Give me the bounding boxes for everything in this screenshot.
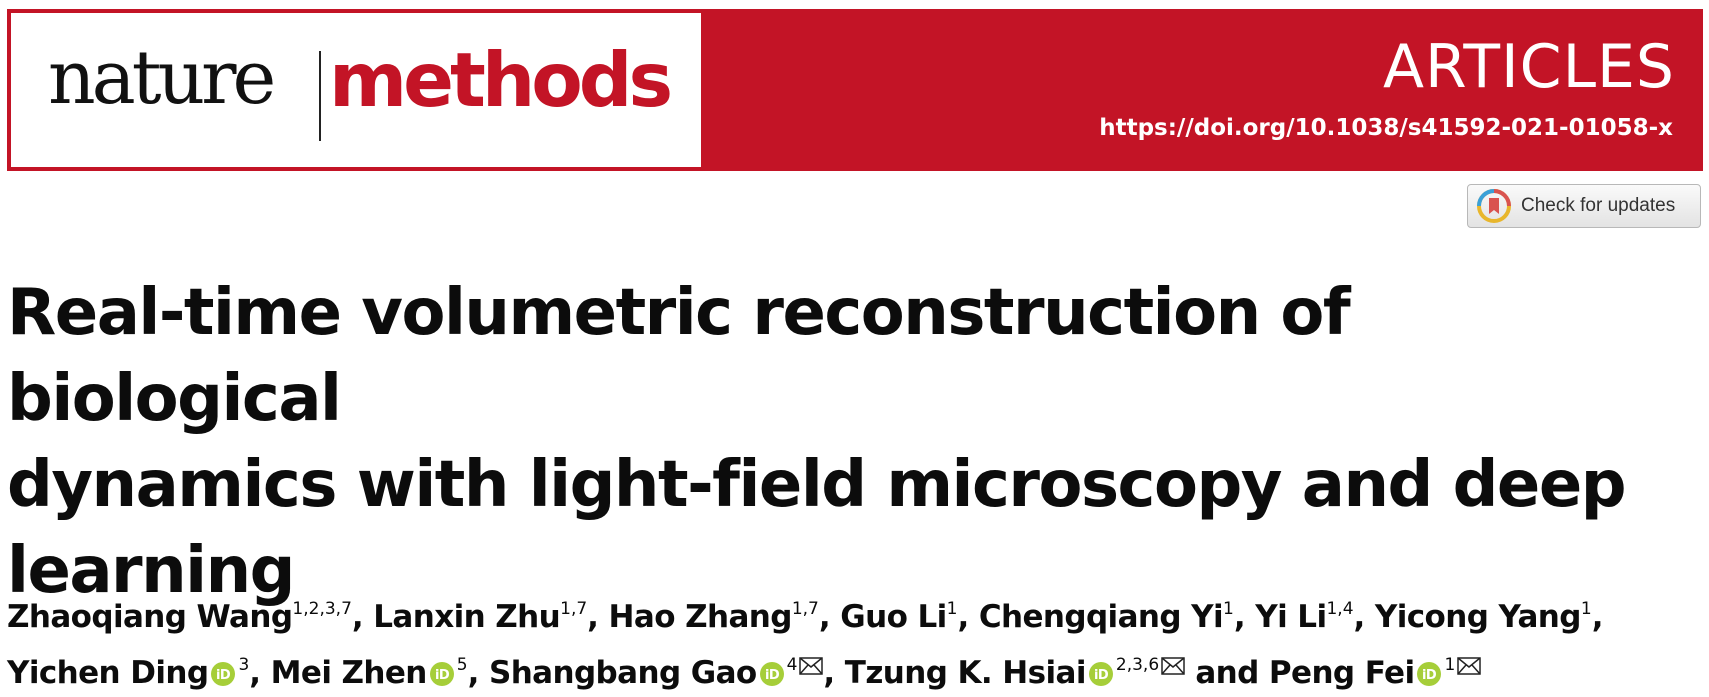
author-separator: , <box>818 599 841 635</box>
affiliation-marker: 1 <box>1223 599 1234 619</box>
check-for-updates-button[interactable]: Check for updates <box>1467 184 1701 228</box>
author: Guo Li1, <box>840 599 979 635</box>
journal-header-banner: nature methods ARTICLES https://doi.org/… <box>7 9 1703 171</box>
doi-link[interactable]: https://doi.org/10.1038/s41592-021-01058… <box>1099 115 1673 141</box>
author-separator: , <box>467 655 489 691</box>
author-separator: and <box>1185 655 1269 691</box>
author: Yi Li1,4, <box>1255 599 1375 635</box>
author-separator: , <box>957 599 979 635</box>
author-name[interactable]: Lanxin Zhu <box>373 599 561 635</box>
orcid-icon[interactable]: iD <box>210 661 236 687</box>
affiliation-marker: 1,4 <box>1326 599 1354 619</box>
author-name[interactable]: Guo Li <box>840 599 947 635</box>
logo-methods-text: methods <box>329 36 673 124</box>
check-for-updates-label: Check for updates <box>1521 195 1676 216</box>
author-name[interactable]: Tzung K. Hsiai <box>844 655 1087 691</box>
author-separator: , <box>351 599 374 635</box>
author-name[interactable]: Peng Fei <box>1268 655 1415 691</box>
journal-logo[interactable]: nature methods <box>11 13 701 167</box>
logo-divider <box>319 51 321 141</box>
author: Hao Zhang1,7, <box>609 599 841 635</box>
author-separator: , <box>1591 599 1604 635</box>
svg-text:iD: iD <box>1094 668 1109 683</box>
affiliation-marker: 1,2,3,7 <box>292 599 352 619</box>
author-name[interactable]: Shangbang Gao <box>488 655 757 691</box>
author: Chengqiang Yi1, <box>979 599 1255 635</box>
affiliation-marker: 1,7 <box>791 599 819 619</box>
title-line: dynamics with light-field microscopy and… <box>7 448 1627 522</box>
svg-text:iD: iD <box>765 668 780 683</box>
author: Lanxin Zhu1,7, <box>373 599 608 635</box>
email-icon[interactable] <box>1457 657 1482 675</box>
affiliation-marker: 5 <box>456 655 468 675</box>
author: Shangbang Gao iD 4, <box>489 655 845 691</box>
title-line: learning <box>7 534 295 608</box>
author-separator: , <box>1353 599 1375 635</box>
orcid-icon[interactable]: iD <box>759 661 785 687</box>
affiliation-marker: 1 <box>1580 599 1592 619</box>
author-name[interactable]: Chengqiang Yi <box>978 599 1224 635</box>
affiliation-marker: 2,3,6 <box>1115 655 1160 675</box>
svg-text:iD: iD <box>1422 668 1437 683</box>
affiliation-marker: 1,7 <box>560 599 588 619</box>
orcid-icon[interactable]: iD <box>1416 661 1442 687</box>
author-name[interactable]: Yicong Yang <box>1374 599 1582 635</box>
svg-text:iD: iD <box>216 668 231 683</box>
author-separator: , <box>1233 599 1256 635</box>
author-list: Zhaoqiang Wang1,2,3,7, Lanxin Zhu1,7, Ha… <box>7 585 1702 697</box>
author-name[interactable]: Hao Zhang <box>608 599 793 635</box>
check-for-updates-icon <box>1477 189 1511 223</box>
author: Tzung K. Hsiai iD 2,3,6 and <box>845 655 1269 691</box>
author-name[interactable]: Zhaoqiang Wang <box>7 599 293 635</box>
logo-nature-text: nature <box>48 35 276 121</box>
author-name[interactable]: Mei Zhen <box>270 655 428 691</box>
orcid-icon[interactable]: iD <box>429 661 455 687</box>
author: Yichen Ding iD 3, <box>7 655 271 691</box>
email-icon[interactable] <box>799 657 824 675</box>
svg-text:iD: iD <box>435 668 450 683</box>
article-title: Real-time volumetric reconstruction of b… <box>7 270 1697 614</box>
author-separator: , <box>587 599 609 635</box>
section-label: ARTICLES <box>1382 32 1675 102</box>
author-separator: , <box>249 655 271 691</box>
orcid-icon[interactable]: iD <box>1088 661 1114 687</box>
author: Mei Zhen iD 5, <box>271 655 489 691</box>
author-separator: , <box>823 655 845 691</box>
author: Zhaoqiang Wang1,2,3,7, <box>7 599 373 635</box>
author: Yicong Yang1, <box>1374 599 1604 635</box>
affiliation-marker: 4 <box>786 655 798 675</box>
author-name[interactable]: Yi Li <box>1255 599 1327 635</box>
title-line: Real-time volumetric reconstruction of b… <box>7 276 1351 436</box>
affiliation-marker: 3 <box>238 655 250 675</box>
author-name[interactable]: Yichen Ding <box>7 655 209 691</box>
affiliation-marker: 1 <box>1444 655 1456 675</box>
affiliation-marker: 1 <box>946 599 958 619</box>
email-icon[interactable] <box>1161 657 1185 675</box>
author: Peng Fei iD 1 <box>1268 655 1482 691</box>
